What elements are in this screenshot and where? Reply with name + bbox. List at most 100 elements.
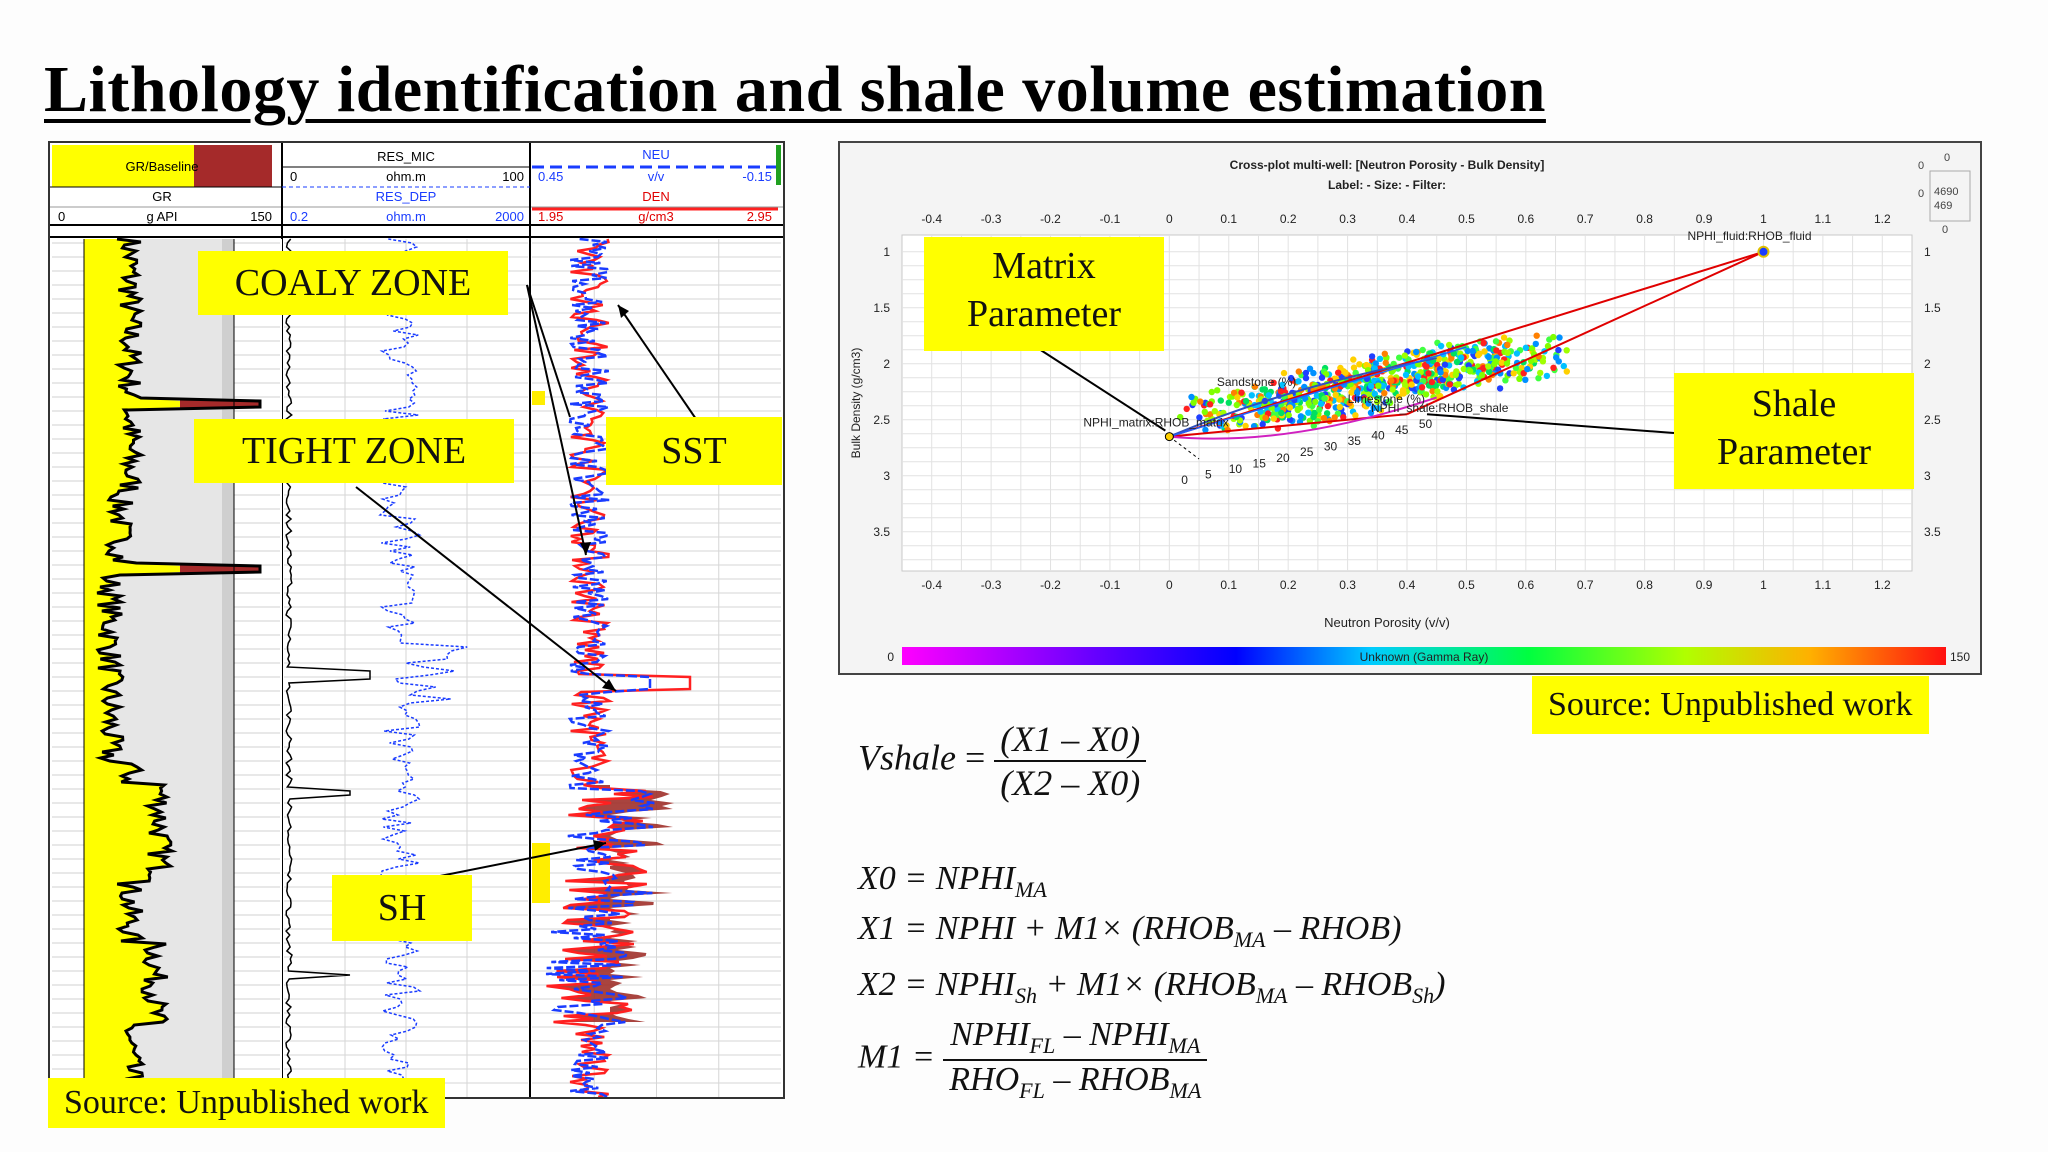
scatter-point	[1457, 354, 1465, 361]
y-tick-right: 2.5	[1924, 413, 1941, 427]
x-tick-bottom: 0.1	[1220, 578, 1237, 592]
scatter-point	[1348, 389, 1355, 396]
scatter-point	[1346, 399, 1353, 407]
limestone-line	[1169, 396, 1438, 440]
x-tick-top: 1.1	[1815, 212, 1832, 226]
x-tick-top: -0.3	[981, 212, 1002, 226]
den-max: 2.95	[747, 209, 772, 224]
x-tick-top: -0.1	[1100, 212, 1121, 226]
res-dep-curve	[377, 238, 468, 1096]
scatter-point	[1277, 388, 1285, 395]
scatter-point	[1367, 382, 1375, 390]
scatter-point	[1550, 364, 1557, 371]
x1-equation: X1 = NPHI + M1× (RHOBMA – RHOB)	[858, 910, 1401, 953]
shale-parameter-callout: Shale Parameter	[1674, 373, 1914, 489]
scatter-point	[1217, 397, 1224, 404]
scatter-point	[1211, 408, 1218, 415]
well-log-source: Source: Unpublished work	[48, 1078, 445, 1128]
m1-numerator: NPHIFL – NPHIMA	[943, 1016, 1208, 1061]
x-tick-bottom: -0.2	[1040, 578, 1061, 592]
scatter-point	[1502, 377, 1509, 384]
scatter-point	[1352, 412, 1359, 419]
shale-point-label: NPHI_shale:RHOB_shale	[1371, 401, 1509, 415]
res-mic-curve	[285, 238, 371, 1096]
x-tick-top: 0	[1166, 212, 1173, 226]
y-tick-left: 1.5	[873, 301, 890, 315]
x2-sub-3: Sh	[1412, 982, 1435, 1008]
scatter-point	[1478, 371, 1486, 379]
scatter-point	[1379, 382, 1387, 389]
porosity-label: 45	[1395, 423, 1409, 437]
tr-val-3: 0	[1918, 188, 1924, 200]
vshale-lhs: Vshale	[858, 737, 956, 778]
scatter-point	[1401, 352, 1408, 359]
y-tick-right: 2	[1924, 357, 1931, 371]
gr-max: 150	[250, 209, 272, 224]
gr-sand-fill	[84, 239, 180, 1097]
x-tick-bottom: 0.4	[1399, 578, 1416, 592]
scatter-point	[1382, 359, 1389, 367]
scatter-point	[1354, 389, 1361, 397]
den-min: 1.95	[538, 209, 563, 224]
scatter-point	[1374, 398, 1381, 406]
scatter-point	[1188, 393, 1195, 401]
scatter-point	[1306, 365, 1314, 372]
scatter-point	[1302, 395, 1309, 402]
scatter-point	[1302, 374, 1310, 382]
scatter-point	[1563, 347, 1570, 354]
scatter-point	[1464, 347, 1471, 355]
scatter-point	[1287, 374, 1295, 382]
scatter-point	[1396, 354, 1403, 361]
fluid-point-label: NPHI_fluid:RHOB_fluid	[1687, 229, 1811, 243]
x2-text-b: + M1× (RHOB	[1037, 966, 1256, 1003]
shale-arrow	[1426, 413, 1675, 434]
scatter-point	[1493, 347, 1500, 354]
matrix-point-label: NPHI_matrix:RHOB_matrix	[1083, 416, 1228, 430]
scatter-point	[1537, 369, 1544, 377]
x0-equation: X0 = NPHIMA	[858, 860, 1047, 903]
neu-max: -0.15	[742, 169, 772, 184]
scatter-point	[1376, 355, 1384, 362]
nd-shale-fill	[546, 785, 675, 1022]
scatter-point	[1321, 395, 1328, 402]
scatter-point	[1429, 387, 1436, 395]
x-tick-bottom: 1.1	[1815, 578, 1832, 592]
y-tick-left: 2.5	[873, 413, 890, 427]
scatter-point	[1316, 406, 1323, 413]
scatter-point	[1265, 392, 1272, 399]
scatter-point	[1342, 369, 1349, 376]
tr-val-4: 4690	[1934, 186, 1958, 198]
x-tick-top: 0.3	[1339, 212, 1356, 226]
sst-arrow	[617, 304, 697, 420]
dolomite-line	[1169, 346, 1467, 438]
crossplot-subtitle: Label: - Size: - Filter:	[1328, 178, 1446, 192]
scatter-point	[1533, 332, 1540, 339]
x-tick-top: 0.2	[1280, 212, 1297, 226]
matrix-arrow	[1035, 346, 1166, 432]
porosity-label: 0	[1181, 473, 1188, 487]
tr-val-2: 0	[1944, 152, 1950, 164]
scatter-point	[1446, 381, 1453, 388]
scatter-point	[1422, 391, 1430, 398]
crossplot-source: Source: Unpublished work	[1532, 676, 1929, 734]
scatter-point	[1532, 340, 1539, 348]
scatter-point	[1202, 426, 1209, 434]
scatter-point	[1381, 350, 1388, 357]
crossplot-title: Cross-plot multi-well: [Neutron Porosity…	[1230, 158, 1545, 172]
scatter-point	[1402, 371, 1410, 379]
scatter-point	[1336, 396, 1343, 403]
scatter-point	[1408, 381, 1415, 388]
vshale-fraction: (X1 – X0) (X2 – X0)	[994, 718, 1147, 804]
x-tick-bottom: -0.1	[1100, 578, 1121, 592]
porosity-label: 25	[1300, 445, 1314, 459]
scatter-point	[1318, 374, 1326, 381]
vshale-equation: Vshale = (X1 – X0) (X2 – X0)	[858, 718, 1147, 804]
x-tick-top: 0.1	[1220, 212, 1237, 226]
scatter-point	[1238, 389, 1245, 396]
x-tick-bottom: 0.8	[1636, 578, 1653, 592]
scatter-point	[1439, 376, 1446, 383]
scatter-point	[1242, 422, 1249, 430]
scatter-point	[1295, 368, 1302, 375]
x2-sub-1: Sh	[1015, 982, 1038, 1008]
matrix-line-1: Matrix	[992, 245, 1096, 287]
